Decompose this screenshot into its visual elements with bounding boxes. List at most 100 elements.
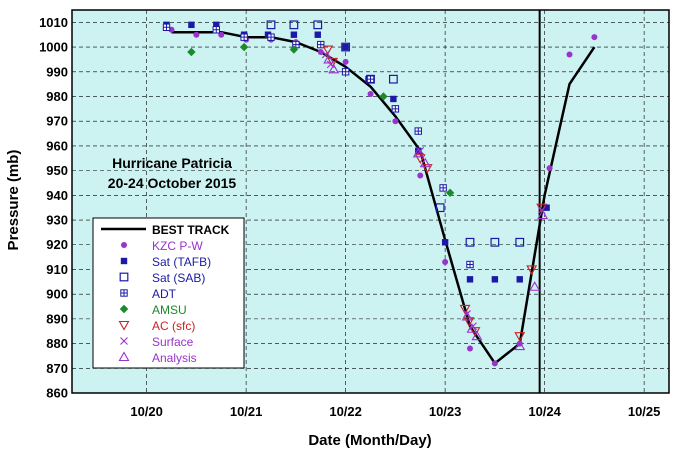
legend-kzc-p-w-swatch-shape [121,242,127,248]
data-series [162,20,598,367]
sat-tafb-point-shape [342,43,349,51]
legend-sat-sab-swatch-shape [119,272,129,282]
legend-ac-sfc-swatch-shape [118,320,130,331]
sat-sab-point [313,20,323,30]
sat-tafb-point [390,95,397,103]
kzc-p-w-point-shape [342,58,349,65]
adt-point-hatch [163,24,170,31]
kzc-p-w-point [367,91,374,98]
amsu-point [187,47,196,57]
adt-point-hatch [267,33,275,41]
legend-sat-sab-swatch [119,272,129,282]
kzc-p-w-point [342,58,349,65]
amsu-point-shape [239,42,249,52]
sat-tafb-point-shape [466,276,474,283]
analysis-point [412,147,424,158]
sat-tafb-point-shape [441,239,449,246]
kzc-p-w-point-shape [546,165,553,172]
annotation-line-1: Hurricane Patricia [112,155,232,171]
kzc-p-w-point [317,49,324,56]
ac-sfc-point [463,317,475,327]
analysis-point [514,340,526,351]
ac-sfc-point [421,164,433,174]
x-tick-labels: 10/20 10/21 10/22 10/23 10/24 10/25 [130,404,660,419]
ac-sfc-point [526,265,538,276]
legend: BEST TRACK KZC P-W Sat (TAFB) Sat (SAB) ADT A… [92,217,245,369]
ac-sfc-point [414,154,426,164]
analysis-point [471,330,483,341]
kzc-p-w-point-shape [467,345,473,352]
sat-sab-point [465,237,475,247]
plot-frame [71,9,670,394]
amsu-point [289,45,299,54]
sat-sab-point-shape [515,237,525,247]
legend-amsu-swatch [119,304,129,314]
x-tick-label: 10/23 [429,404,462,419]
sat-tafb-point [543,204,550,211]
analysis-point [529,281,541,291]
legend-kzc-p-w-label: KZC P-W [152,239,203,253]
kzc-p-w-point-shape [417,172,424,179]
legend-analysis-label: Analysis [152,351,197,365]
ac-sfc-point [459,304,471,315]
y-tick-label: 860 [46,386,68,401]
adt-point [341,68,350,76]
adt-point-hatch [415,127,422,135]
sat-tafb-point-shape [290,31,298,38]
adt-point-hatch [213,26,220,33]
kzc-p-w-point [442,259,449,266]
sat-sab-point-shape [366,74,375,84]
adt-point [391,105,400,113]
sat-tafb-point [415,147,422,155]
kzc-p-w-point-shape [491,360,498,367]
sat-sab-point [341,42,351,52]
kzc-p-w-point [467,345,473,352]
analysis-point-shape [471,330,483,341]
y-tick-label: 930 [46,213,68,228]
x-tick-label: 10/22 [329,404,362,419]
sat-sab-point-shape [465,237,475,247]
ac-sfc-point [514,332,526,342]
adt-point [366,75,375,83]
x-tick-label: 10/24 [528,404,561,419]
legend-items: BEST TRACK KZC P-W Sat (TAFB) Sat (SAB) ADT A… [101,223,230,365]
adt-point [240,33,248,41]
ac-sfc-point-shape [459,304,471,315]
legend-sat-tafb-swatch [120,257,128,265]
legend-ac-sfc-label: AC (sfc) [152,319,195,333]
adt-point [466,260,474,269]
y-tick-label: 900 [46,287,68,302]
adt-point [439,184,447,192]
analysis-point [323,53,335,64]
analysis-point [537,209,549,220]
sat-sab-point-shape [266,20,276,30]
adt-point [414,127,422,135]
analysis-point [461,310,473,321]
sat-sab-point-shape [313,20,323,30]
adt-point-hatch [292,41,300,48]
analysis-point-shape [529,281,541,291]
sat-tafb-point-shape [213,21,220,29]
kzc-p-w-point [566,51,573,58]
kzc-p-w-point [546,165,553,172]
kzc-p-w-point-shape [591,34,598,41]
sat-tafb-point-shape [516,276,523,283]
analysis-point-shape [514,340,526,351]
amsu-point-shape [379,92,388,101]
sat-sab-point-shape [490,237,500,247]
legend-kzc-p-w-swatch [121,242,127,248]
ac-sfc-point-shape [322,45,334,56]
kzc-p-w-point [591,34,598,41]
adt-point-hatch [439,184,447,192]
sat-sab-point [388,74,398,84]
legend-sat-tafb-swatch-shape [120,257,128,265]
sat-sab-point-shape [388,74,398,84]
adt-point [212,26,220,34]
adt-point-hatch [342,68,349,75]
adt-point [317,40,325,49]
adt-point [267,33,275,41]
sat-sab-point [490,237,500,247]
legend-surface-swatch-shape [120,337,128,345]
sat-tafb-point [290,31,298,38]
